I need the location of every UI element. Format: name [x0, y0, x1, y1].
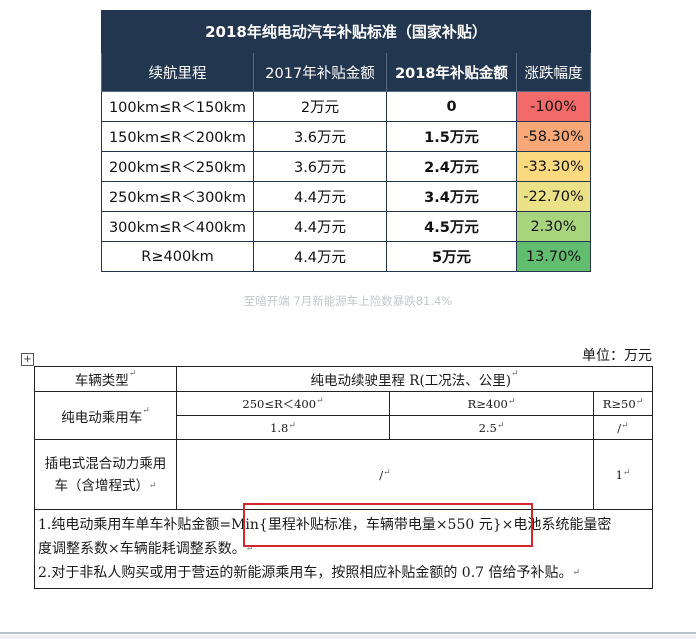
bev-value-3: /↵: [592, 415, 654, 440]
phev-value-2: 1↵: [592, 439, 654, 510]
note-2: 2.对于非私人购买或用于营运的新能源乘用车，按照相应补贴金额的 0.7 倍给予补…: [38, 565, 581, 581]
range-cell: 200km≤R＜250km: [101, 151, 254, 182]
bev-range-2: R≥400↵: [389, 391, 594, 416]
subsidy-2017-cell: 2万元: [253, 91, 387, 122]
subsidy-table: 2018年纯电动汽车补贴标准（国家补贴） 续航里程 2017年补贴金额 2018…: [101, 10, 591, 272]
range-cell: 100km≤R＜150km: [101, 91, 254, 122]
phev-value-1: /↵: [176, 439, 594, 510]
subsidy-2018-cell: 4.5万元: [386, 211, 517, 242]
subsidy-standard-table: 车辆类型↵ 纯电动续驶里程 R(工况法、公里)↵ 纯电动乘用车↵ 250≤R＜4…: [33, 366, 654, 589]
table-row: R≥400km 4.4万元 5万元 13.70%: [101, 241, 591, 272]
header-2017: 2017年补贴金额: [253, 52, 387, 92]
header-range: 续航里程: [101, 52, 254, 92]
subsidy-2017-cell: 3.6万元: [253, 151, 387, 182]
image-caption: 至暗开端 7月新能源车上险数暴跌81.4%: [243, 294, 453, 308]
table-row: 150km≤R＜200km 3.6万元 1.5万元 -58.30%: [101, 121, 591, 152]
subsidy-2017-cell: 4.4万元: [253, 181, 387, 212]
table-move-handle-icon[interactable]: +: [21, 353, 34, 366]
bev-range-1: 250≤R＜400↵: [176, 391, 390, 416]
range-cell: 150km≤R＜200km: [101, 121, 254, 152]
header-2018: 2018年补贴金额: [386, 52, 517, 92]
subsidy-2018-cell: 1.5万元: [386, 121, 517, 152]
table-row: 车辆类型↵ 纯电动续驶里程 R(工况法、公里)↵: [34, 366, 654, 392]
bottom-divider: [0, 632, 696, 634]
range-header: 纯电动续驶里程 R(工况法、公里)↵: [175, 366, 654, 392]
subsidy-2018-cell: 3.4万元: [386, 181, 517, 212]
table-row: 200km≤R＜250km 3.6万元 2.4万元 -33.30%: [101, 151, 591, 182]
unit-label: 单位：万元: [582, 348, 652, 364]
range-cell: 250km≤R＜300km: [101, 181, 254, 212]
change-cell: -22.70%: [516, 181, 591, 212]
change-cell: 13.70%: [516, 241, 591, 272]
change-cell: -58.30%: [516, 121, 591, 152]
red-highlight-box: [243, 503, 533, 547]
subsidy-2018-cell: 2.4万元: [386, 151, 517, 182]
formula-highlight: Min{里程补贴标准，车辆带电量×550 元}: [231, 517, 502, 533]
subsidy-2017-cell: 4.4万元: [253, 241, 387, 272]
note-1-continued: 度调整系数×车辆能耗调整系数。↵: [38, 541, 254, 557]
change-cell: -100%: [516, 91, 591, 122]
table-row: 插电式混合动力乘用车（含增程式）↵ /↵ 1↵: [34, 439, 654, 510]
header-change: 涨跌幅度: [516, 52, 591, 92]
table-row: 纯电动乘用车↵ 250≤R＜400↵ R≥400↵ R≥50↵: [34, 391, 654, 440]
phev-label: 插电式混合动力乘用车（含增程式）↵: [34, 439, 177, 510]
document-scan: + 单位：万元 车辆类型↵ 纯电动续驶里程 R(工况法、公里)↵ 纯电动乘用车↵…: [18, 344, 674, 592]
table-row: 250km≤R＜300km 4.4万元 3.4万元 -22.70%: [101, 181, 591, 212]
subsidy-2018-cell: 0: [386, 91, 517, 122]
bev-range-3: R≥50↵: [592, 391, 654, 416]
note-1: 1.纯电动乘用车单车补贴金额=Min{里程补贴标准，车辆带电量×550 元}×电…: [38, 517, 612, 533]
range-cell: 300km≤R＜400km: [101, 211, 254, 242]
table-row: 1.纯电动乘用车单车补贴金额=Min{里程补贴标准，车辆带电量×550 元}×电…: [33, 509, 654, 589]
notes-cell: 1.纯电动乘用车单车补贴金额=Min{里程补贴标准，车辆带电量×550 元}×电…: [33, 509, 654, 589]
bev-label: 纯电动乘用车↵: [34, 391, 177, 440]
subsidy-table-title: 2018年纯电动汽车补贴标准（国家补贴）: [101, 10, 591, 53]
table-row: 100km≤R＜150km 2万元 0 -100%: [101, 91, 591, 122]
subsidy-2017-cell: 3.6万元: [253, 121, 387, 152]
subsidy-2018-cell: 5万元: [386, 241, 517, 272]
vehicle-type-label: 车辆类型↵: [34, 366, 177, 392]
change-cell: 2.30%: [516, 211, 591, 242]
subsidy-2017-cell: 4.4万元: [253, 211, 387, 242]
bev-value-2: 2.5↵: [389, 415, 594, 440]
bev-value-1: 1.8↵: [176, 415, 390, 440]
change-cell: -33.30%: [516, 151, 591, 182]
range-cell: R≥400km: [101, 241, 254, 272]
table-row: 300km≤R＜400km 4.4万元 4.5万元 2.30%: [101, 211, 591, 242]
